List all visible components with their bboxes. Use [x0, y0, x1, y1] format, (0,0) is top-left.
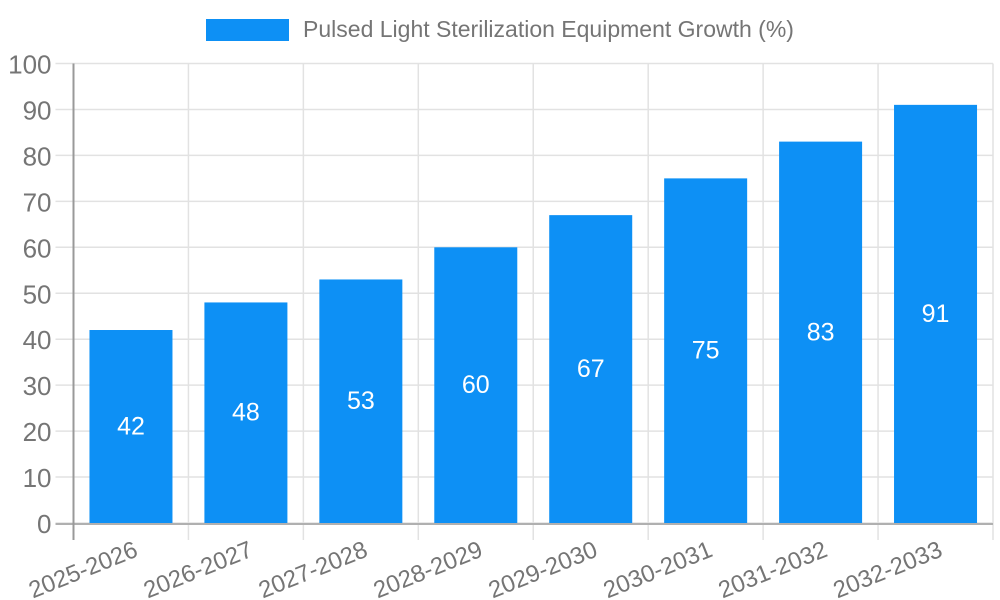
legend-swatch — [206, 18, 290, 41]
bar[interactable] — [894, 104, 978, 523]
y-tick-label: 20 — [23, 417, 52, 447]
y-tick-label: 10 — [23, 463, 52, 493]
x-tick-label: 2026-2027 — [140, 536, 257, 600]
bar-value-label: 91 — [922, 300, 950, 328]
x-tick-label: 2028-2029 — [370, 536, 487, 600]
x-tick-label: 2031-2032 — [715, 536, 832, 600]
x-tick-label: 2025-2026 — [25, 536, 142, 600]
bar[interactable] — [779, 141, 863, 524]
y-tick-label: 70 — [23, 187, 52, 217]
x-tick-label: 2027-2028 — [255, 536, 372, 600]
x-tick-label: 2029-2030 — [485, 536, 602, 600]
bar[interactable] — [89, 330, 173, 523]
bar[interactable] — [664, 178, 748, 523]
x-tick-label: 2032-2033 — [830, 536, 947, 600]
bar[interactable] — [434, 247, 518, 524]
y-tick-label: 40 — [23, 325, 52, 355]
bar-value-label: 67 — [577, 355, 605, 383]
legend[interactable]: Pulsed Light Sterilization Equipment Gro… — [0, 16, 1000, 43]
bar-value-label: 53 — [347, 387, 375, 415]
bar[interactable] — [319, 279, 403, 523]
y-tick-label: 80 — [23, 141, 52, 171]
bar-value-label: 48 — [232, 399, 260, 427]
y-tick-label: 60 — [23, 233, 52, 263]
y-tick-label: 90 — [23, 95, 52, 125]
bar[interactable] — [549, 215, 633, 523]
x-tick-label: 2030-2031 — [600, 536, 717, 600]
y-tick-label: 100 — [8, 50, 51, 80]
bar[interactable] — [204, 302, 288, 523]
y-tick-label: 30 — [23, 371, 52, 401]
bar-value-label: 83 — [807, 318, 835, 346]
y-tick-label: 50 — [23, 279, 52, 309]
y-tick-label: 0 — [37, 509, 51, 539]
bar-value-label: 60 — [462, 371, 490, 399]
bar-value-label: 42 — [117, 413, 145, 441]
bar-value-label: 75 — [692, 337, 720, 365]
legend-label: Pulsed Light Sterilization Equipment Gro… — [303, 16, 794, 42]
